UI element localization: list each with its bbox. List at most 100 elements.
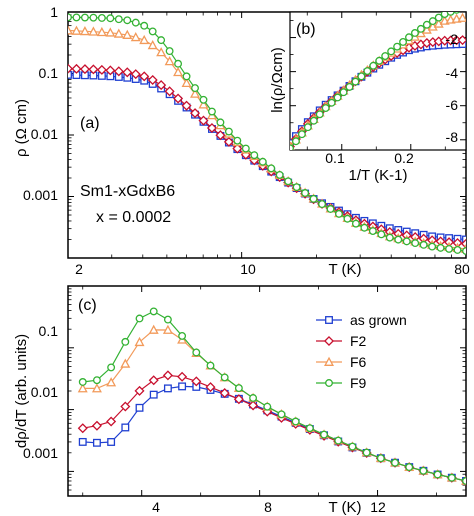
data-point-f2 — [173, 93, 184, 104]
data-point-f9 — [321, 104, 330, 113]
panel-a-y-label: ρ (Ω cm) — [13, 99, 30, 157]
data-point-f9 — [368, 227, 377, 235]
panel-a: 1 0.1 0.01 0.001 2 10 80 T (K) ρ (Ω cm) … — [13, 4, 470, 278]
data-point-f9 — [97, 14, 106, 22]
panel-c-ytick-0.001: 0.001 — [23, 445, 58, 461]
data-point-f9 — [453, 12, 460, 14]
panel-a-label: (a) — [80, 115, 100, 132]
data-point-f9 — [393, 42, 402, 51]
data-point-f9 — [391, 458, 399, 467]
data-point-f9 — [375, 56, 384, 65]
data-point-as-grown — [149, 390, 158, 399]
data-point-f9 — [410, 29, 419, 37]
data-point-f9 — [275, 170, 284, 179]
panel-b-xtick-0.2: 0.2 — [394, 150, 414, 166]
data-point-f6 — [96, 26, 107, 37]
data-point-f6 — [164, 56, 175, 66]
data-point-f9 — [309, 194, 318, 203]
data-point-f2 — [79, 64, 90, 75]
data-point-f9 — [351, 219, 360, 228]
data-point-f9 — [333, 93, 342, 102]
data-point-f6 — [91, 383, 102, 393]
data-point-f6 — [113, 28, 124, 38]
data-point-f2 — [162, 370, 173, 381]
data-point-f6 — [147, 40, 158, 50]
data-point-f6 — [130, 32, 141, 42]
panel-a-xtick-10: 10 — [240, 261, 256, 277]
plot-area — [68, 13, 466, 255]
panel-a-annotation-x: x = 0.0002 — [96, 209, 171, 226]
panel-c-x-label: T (K) — [328, 499, 361, 516]
data-point-f9 — [148, 27, 157, 36]
data-point-f9 — [327, 98, 336, 107]
panel-b-series — [290, 4, 466, 150]
data-point-f9 — [208, 107, 216, 116]
data-point-f9 — [416, 24, 425, 33]
legend-label-f9: F9 — [350, 375, 367, 391]
data-point-f2 — [105, 65, 116, 76]
data-point-f9 — [335, 209, 343, 218]
panel-b-ytick--4: -4 — [446, 65, 459, 81]
data-point-f9 — [263, 402, 272, 411]
data-point-f6 — [88, 26, 99, 36]
data-point-as-grown — [135, 403, 144, 412]
data-point-f2 — [206, 122, 217, 134]
data-point-f9 — [277, 410, 286, 419]
data-point-f9 — [453, 245, 462, 254]
data-point-f2 — [130, 69, 141, 80]
data-point-f9 — [297, 130, 306, 139]
panel-b-ytick--8: -8 — [446, 129, 459, 145]
data-point-f9 — [258, 157, 267, 166]
data-point-f9 — [326, 205, 335, 213]
data-point-f2 — [120, 401, 131, 412]
panel-b-ytick--2: -2 — [446, 31, 459, 47]
plot-area — [77, 307, 466, 486]
data-point-f6 — [190, 88, 201, 98]
data-point-f9 — [345, 82, 354, 91]
data-point-f2 — [232, 143, 243, 154]
data-point-f2 — [106, 416, 117, 427]
data-point-f9 — [107, 363, 116, 372]
data-point-f2 — [96, 64, 107, 75]
panel-a-ytick-1: 1 — [50, 4, 58, 20]
data-point-f2 — [77, 423, 88, 434]
data-point-f2 — [134, 385, 145, 396]
data-point-f9 — [206, 361, 215, 370]
panel-b-y-label: ln(ρ/Ωcm) — [269, 47, 286, 113]
data-point-as-grown — [78, 437, 87, 446]
data-point-f9 — [78, 378, 87, 386]
data-point-f9 — [182, 72, 191, 81]
data-point-f6 — [134, 336, 145, 347]
data-point-f9 — [301, 189, 310, 197]
data-point-f6 — [173, 66, 184, 77]
series-f9 — [68, 13, 466, 255]
data-point-f9 — [224, 127, 233, 136]
data-point-f9 — [303, 123, 312, 132]
data-point-f2 — [215, 130, 226, 141]
data-point-f9 — [459, 4, 466, 11]
data-point-f2 — [191, 376, 202, 387]
data-point-f9 — [436, 243, 445, 252]
panel-a-ytick-0.01: 0.01 — [31, 126, 58, 142]
series-f9 — [78, 307, 466, 485]
data-point-f9 — [385, 233, 394, 242]
data-point-f2 — [177, 371, 188, 382]
data-point-f9 — [165, 47, 174, 56]
panel-c-y-label: dρ/dT (arb. units) — [13, 334, 30, 448]
data-point-f9 — [363, 67, 372, 75]
data-point-f2 — [148, 375, 159, 386]
data-point-f9 — [250, 151, 259, 160]
data-point-f9 — [339, 88, 348, 97]
data-point-f9 — [399, 38, 407, 46]
panel-a-ytick-0.001: 0.001 — [23, 187, 58, 203]
data-point-f2 — [139, 71, 150, 82]
data-point-f9 — [68, 13, 72, 22]
data-point-f6 — [122, 29, 133, 39]
data-point-f6 — [156, 47, 167, 57]
panel-c-ytick-0.01: 0.01 — [31, 384, 58, 400]
data-point-f9 — [157, 36, 166, 45]
series-line-f9 — [82, 310, 466, 482]
legend-marker-f2 — [323, 335, 335, 347]
data-point-as-grown — [121, 423, 130, 432]
data-point-as-grown — [462, 235, 466, 244]
